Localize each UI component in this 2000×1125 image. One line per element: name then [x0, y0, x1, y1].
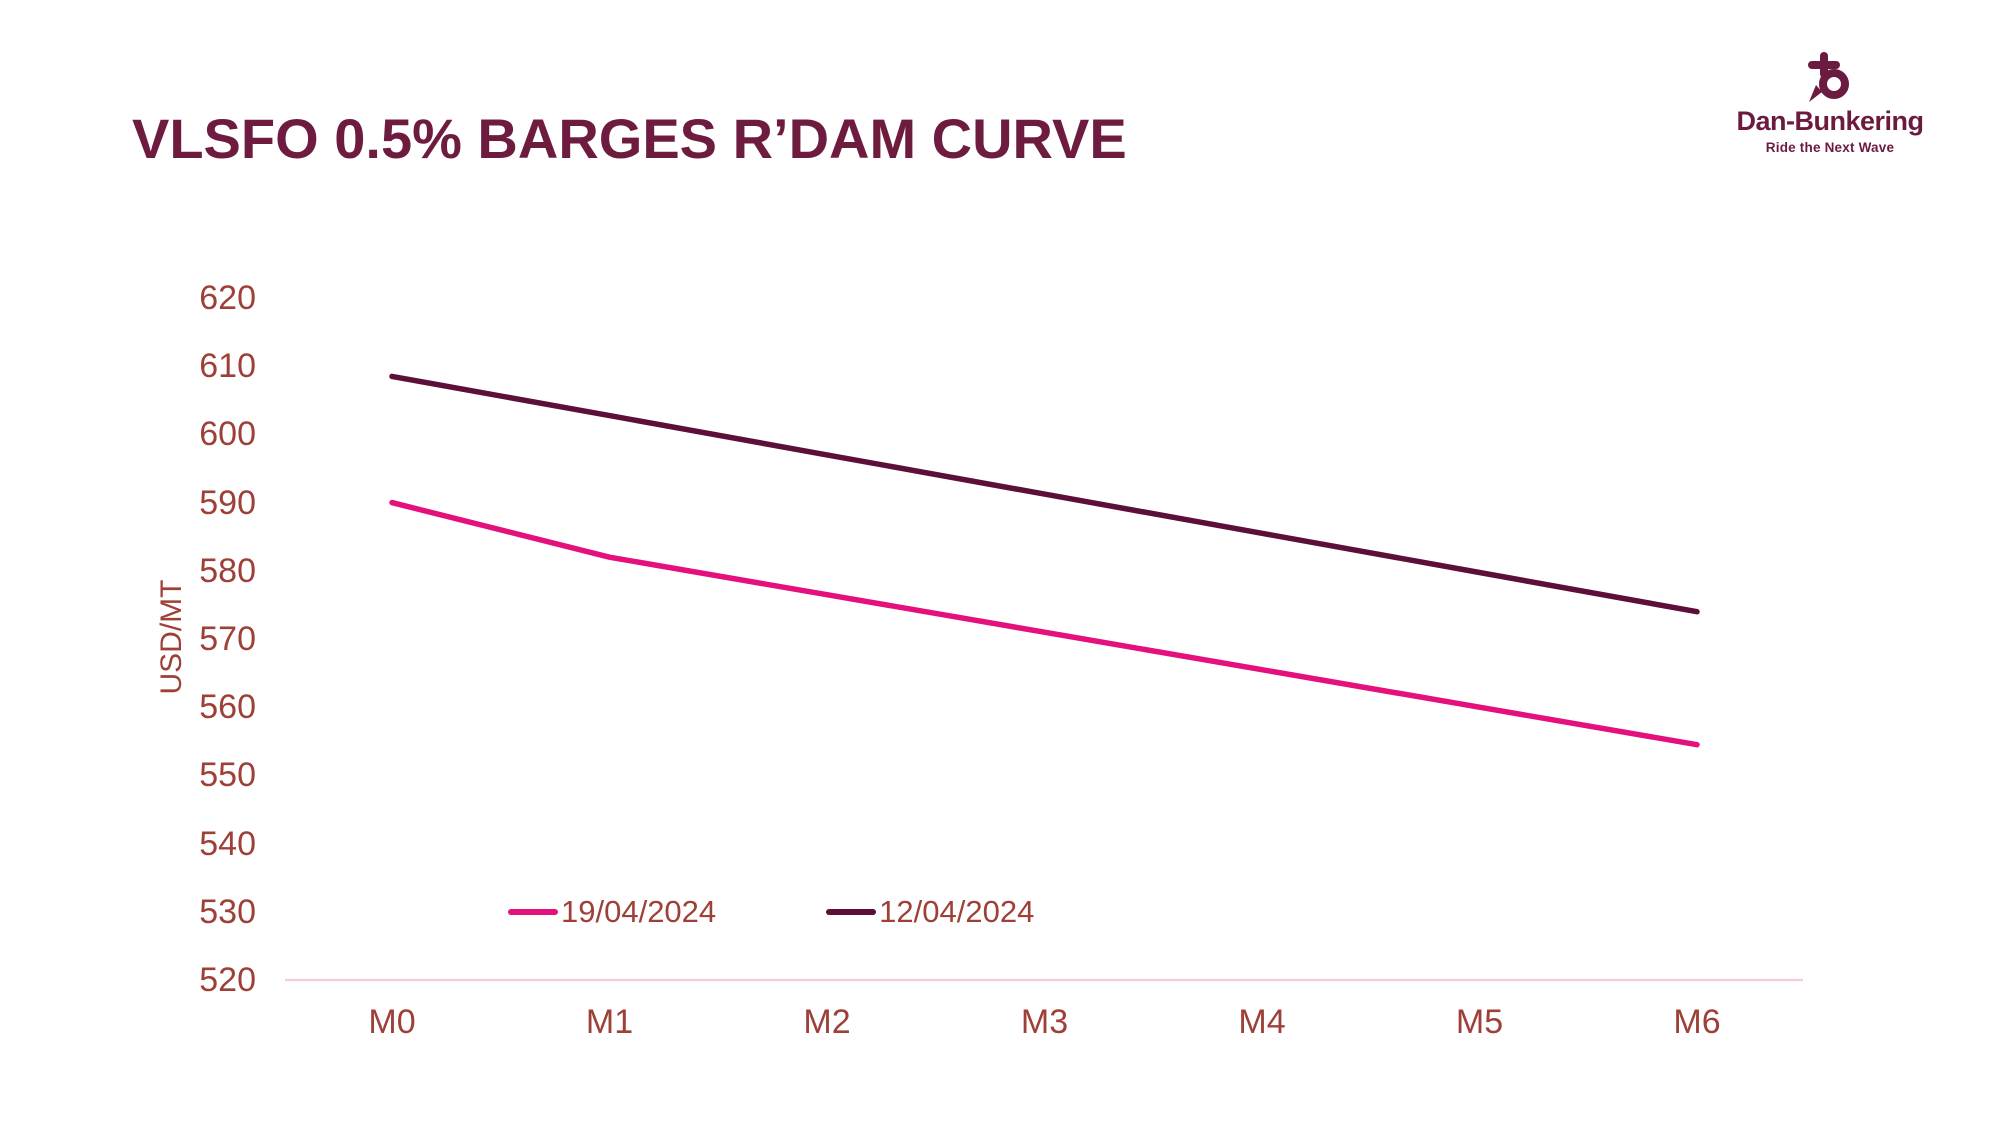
y-tick-label: 610 [199, 347, 256, 386]
dan-bunkering-anchor-icon [1808, 52, 1849, 102]
y-tick-label: 570 [199, 620, 256, 658]
x-tick-label: M5 [1455, 1003, 1504, 1041]
y-tick-label: 560 [199, 688, 256, 727]
legend-swatch-series1 [508, 909, 558, 915]
x-tick-label: M1 [585, 1003, 634, 1041]
y-tick-label: 600 [199, 415, 256, 454]
brand-tagline: Ride the Next Wave [1765, 140, 1895, 155]
legend-label-series2: 12/04/2024 [879, 894, 1035, 929]
chart-title: VLSFO 0.5% BARGES R’DAM CURVE [132, 107, 1127, 170]
y-axis-title: USD/MT [155, 579, 188, 695]
series-line-2 [389, 373, 1700, 615]
legend-item: 12/04/2024 [826, 894, 1034, 930]
brand-name: Dan-Bunkering [1736, 106, 1924, 136]
legend-swatch-series2 [826, 909, 877, 915]
y-tick-label: 530 [199, 892, 256, 931]
legend-item: 19/04/2024 [508, 894, 716, 930]
legend-label-series1: 19/04/2024 [561, 894, 717, 929]
x-tick-label: M2 [803, 1003, 851, 1041]
x-tick-label: M4 [1238, 1003, 1286, 1041]
x-tick-label: M3 [1020, 1003, 1069, 1041]
y-tick-label: 540 [199, 824, 256, 863]
series-line-1 [389, 499, 1700, 748]
x-tick-label: M6 [1673, 1003, 1721, 1041]
brand-logo: Dan-Bunkering Ride the Next Wave [1700, 52, 1960, 155]
y-tick-label: 550 [199, 756, 256, 795]
y-tick-label: 620 [199, 279, 256, 317]
y-tick-label: 590 [199, 483, 256, 522]
anchor-tail [1809, 85, 1822, 102]
x-tick-label: M0 [368, 1003, 416, 1041]
y-tick-label: 580 [199, 551, 256, 590]
chart-legend: 19/04/2024 12/04/2024 [508, 894, 1034, 930]
y-tick-label: 520 [199, 961, 256, 999]
